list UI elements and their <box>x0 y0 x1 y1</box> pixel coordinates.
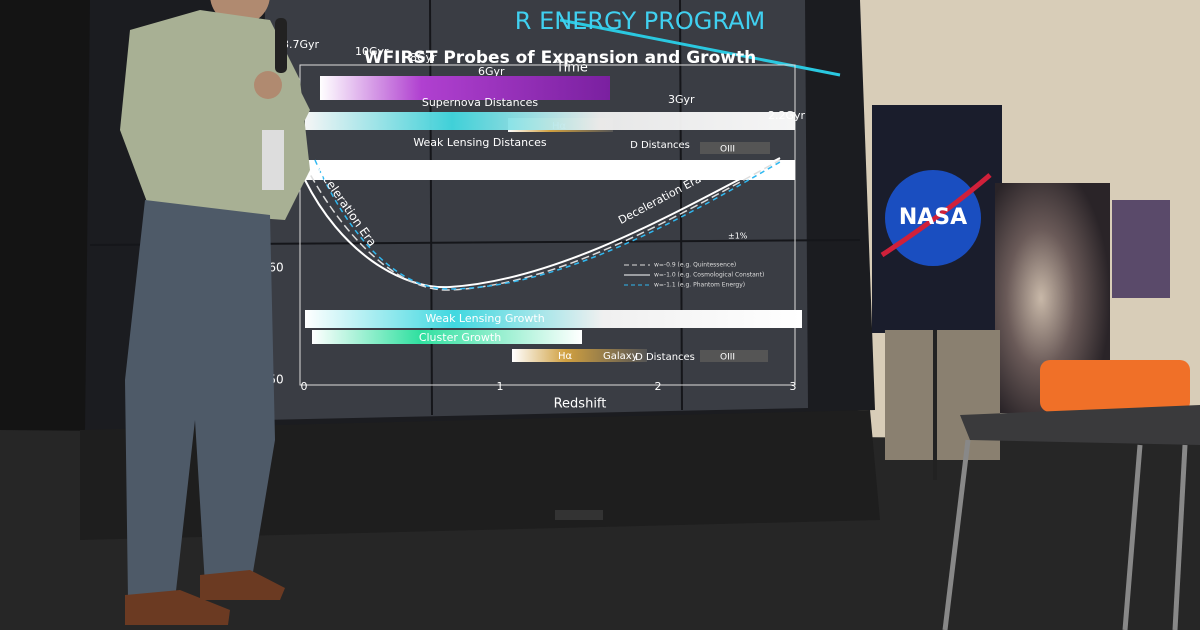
poster <box>1112 200 1170 298</box>
chair-leg <box>942 439 971 630</box>
precision-label: ±1% <box>728 232 748 241</box>
band-label: OIII <box>720 145 735 155</box>
time-tick-label: 3.7Gyr <box>282 38 320 51</box>
chair-leg <box>1122 444 1143 630</box>
nasa-wordmark: NASA <box>899 205 967 230</box>
plot-frame <box>299 64 796 386</box>
curve <box>304 159 781 291</box>
x-tick-label: 2 <box>655 380 662 393</box>
time-tick-label: 10Gyr <box>355 45 389 58</box>
x-tick-label: 3 <box>790 380 797 393</box>
x-axis-label: Redshift <box>554 397 607 412</box>
person-shoe <box>125 590 230 625</box>
floor-box <box>555 510 603 520</box>
band-label: OIII <box>720 353 735 363</box>
band-label: Cluster Growth <box>419 331 501 344</box>
band-label: D Distances <box>635 352 695 363</box>
stage <box>80 410 880 540</box>
x-tick-label: 0 <box>301 380 308 393</box>
y-tick-label: 60 <box>268 261 283 275</box>
time-label: Time <box>555 61 588 76</box>
panel-seam <box>679 0 683 411</box>
time-tick-label: 8Gyr <box>410 51 437 64</box>
microphone <box>275 18 287 73</box>
panel-seam <box>429 0 433 416</box>
legend-entry: w=-1.0 (e.g. Cosmological Constant) <box>654 272 764 279</box>
badge <box>262 130 284 190</box>
band-label: Supernova Distances <box>422 96 539 109</box>
band-label: D Distances <box>630 140 690 151</box>
time-tick-label: 3Gyr <box>668 93 695 106</box>
time-tick-label: 6Gyr <box>478 65 505 78</box>
person-shoe <box>200 570 285 600</box>
nasa-swoosh <box>880 173 992 258</box>
person-hand <box>254 71 282 99</box>
band-weak-lensing <box>305 112 795 130</box>
band-white <box>305 160 795 180</box>
band-supernova <box>320 76 610 100</box>
band-label: Weak Lensing Growth <box>425 312 544 325</box>
slide-heading: R ENERGY PROGRAM <box>515 7 765 35</box>
band-label: Weak Lensing Distances <box>413 136 547 149</box>
x-tick-label: 1 <box>497 380 504 393</box>
legend-entry: w=-1.1 (e.g. Phantom Energy) <box>654 282 745 289</box>
x-ticks: 0 1 2 3 <box>301 380 797 393</box>
chair-seat <box>960 405 1200 445</box>
band-oiii <box>700 142 770 154</box>
band-label: Hα <box>558 351 573 362</box>
curve <box>314 159 781 290</box>
curve <box>304 157 781 289</box>
orange-model <box>1040 360 1190 412</box>
band-oiii-2 <box>700 350 768 362</box>
band-weak-lensing-growth <box>305 310 802 328</box>
person-pants <box>125 200 275 600</box>
poster <box>885 330 1000 460</box>
legend-entry: w=-0.9 (e.g. Quintessence) <box>654 262 736 269</box>
band-cluster-growth <box>312 330 582 344</box>
band-h-alpha-2 <box>512 349 647 362</box>
band-label: Galaxy <box>603 351 638 362</box>
title-rule <box>559 18 841 77</box>
slide-title: WFIRST Probes of Expansion and Growth <box>364 48 756 68</box>
chair-leg <box>1172 444 1188 630</box>
